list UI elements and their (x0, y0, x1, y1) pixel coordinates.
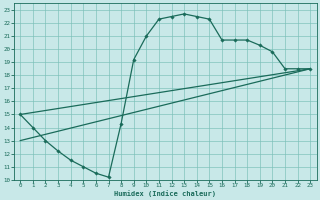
X-axis label: Humidex (Indice chaleur): Humidex (Indice chaleur) (114, 190, 216, 197)
